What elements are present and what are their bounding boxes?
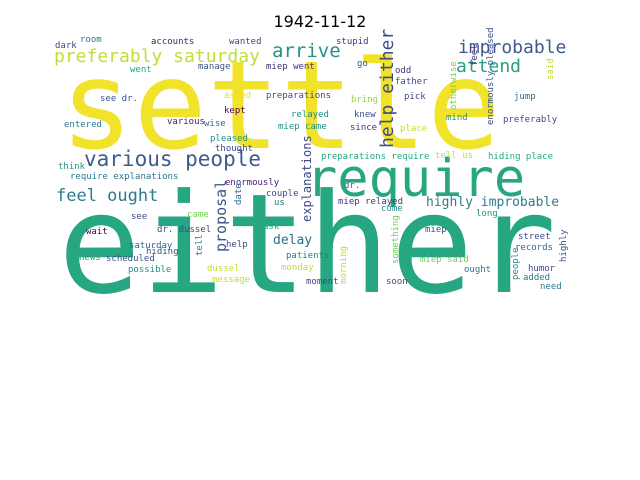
cloud-word: possible bbox=[128, 265, 171, 275]
cloud-word: pleased bbox=[210, 134, 248, 144]
cloud-word: place bbox=[400, 124, 427, 134]
cloud-word: saturday bbox=[129, 241, 173, 251]
cloud-word: dussel bbox=[207, 264, 240, 274]
cloud-word: patients bbox=[286, 251, 329, 261]
cloud-word: kept bbox=[224, 106, 246, 116]
cloud-word: enormously pleased bbox=[486, 27, 496, 125]
cloud-word: miep came bbox=[278, 122, 327, 132]
cloud-word: date bbox=[234, 183, 244, 205]
cloud-word: highly bbox=[559, 229, 569, 262]
cloud-word: highly improbable bbox=[426, 195, 559, 210]
cloud-word: long bbox=[476, 209, 498, 219]
cloud-word: moment bbox=[306, 277, 339, 287]
cloud-word: records bbox=[515, 243, 553, 253]
cloud-word: proposal bbox=[212, 180, 230, 252]
cloud-word: miep said bbox=[420, 255, 469, 265]
cloud-word: explanations bbox=[300, 135, 314, 222]
cloud-word: asked bbox=[224, 91, 251, 101]
cloud-word: came bbox=[187, 210, 209, 220]
cloud-word: stupid bbox=[336, 37, 369, 47]
cloud-word: morning bbox=[339, 246, 349, 284]
cloud-word: bring bbox=[351, 95, 378, 105]
cloud-word: various bbox=[167, 117, 205, 127]
cloud-word: something bbox=[391, 215, 401, 264]
cloud-word: accounts bbox=[151, 37, 194, 47]
cloud-word: jump bbox=[514, 92, 536, 102]
cloud-word: miep relayed bbox=[338, 197, 403, 207]
cloud-word: dark bbox=[55, 41, 77, 51]
cloud-word: added bbox=[523, 273, 550, 283]
cloud-word: entered bbox=[64, 120, 102, 130]
cloud-word: wait bbox=[86, 227, 108, 237]
cloud-word: message bbox=[212, 275, 250, 285]
cloud-word: go bbox=[357, 59, 368, 69]
cloud-word: pick bbox=[404, 92, 426, 102]
cloud-word: manage bbox=[198, 62, 231, 72]
cloud-word: feel ought bbox=[56, 186, 158, 206]
cloud-word: dr. dussel bbox=[157, 225, 211, 235]
cloud-word: help either bbox=[377, 29, 398, 148]
cloud-word: see bbox=[131, 212, 147, 222]
cloud-word: require bbox=[306, 149, 525, 209]
cloud-word: preparations bbox=[266, 91, 331, 101]
cloud-word: dr. bbox=[344, 181, 360, 191]
cloud-word: soon bbox=[386, 277, 408, 287]
cloud-word: us bbox=[274, 198, 285, 208]
cloud-word: arrive bbox=[272, 40, 341, 62]
cloud-word: improbable bbox=[458, 37, 566, 58]
cloud-word: help bbox=[226, 240, 248, 250]
cloud-word: knew bbox=[354, 110, 376, 120]
cloud-word: either bbox=[58, 164, 557, 325]
cloud-word: father bbox=[395, 77, 428, 87]
cloud-word: come bbox=[381, 204, 403, 214]
cloud-word: scheduled bbox=[106, 254, 155, 264]
cloud-word: wise bbox=[204, 119, 226, 129]
cloud-word: enormously bbox=[225, 178, 280, 188]
cloud-word: went bbox=[130, 65, 152, 75]
cloud-word: ought bbox=[464, 265, 491, 275]
cloud-word: hiding bbox=[146, 247, 179, 257]
cloud-word: preparations require bbox=[321, 152, 429, 162]
cloud-word: thought bbox=[215, 144, 253, 154]
cloud-word: miep went bbox=[266, 62, 315, 72]
cloud-word: mind bbox=[446, 113, 468, 123]
cloud-word: ask bbox=[263, 222, 280, 232]
cloud-word: think bbox=[58, 162, 86, 172]
cloud-word: tell bbox=[195, 234, 205, 256]
cloud-word: wanted bbox=[229, 37, 262, 47]
figure-title: 1942-11-12 bbox=[273, 12, 367, 31]
cloud-word: see dr. bbox=[100, 94, 138, 104]
cloud-word: room bbox=[80, 35, 102, 45]
cloud-word: delay bbox=[273, 233, 312, 248]
cloud-word: preferably saturday bbox=[54, 46, 260, 67]
cloud-word: preferably bbox=[503, 115, 558, 125]
cloud-word: various people bbox=[84, 147, 261, 171]
cloud-word: hiding place bbox=[488, 152, 553, 162]
cloud-word: couple bbox=[266, 189, 299, 199]
cloud-word: monday bbox=[281, 263, 314, 273]
cloud-word: otherwise bbox=[449, 61, 459, 110]
cloud-word: attend bbox=[456, 56, 521, 77]
cloud-word: miep bbox=[425, 225, 447, 235]
cloud-word: news bbox=[79, 253, 101, 263]
cloud-word: relayed bbox=[291, 110, 329, 120]
cloud-word: people bbox=[511, 247, 521, 280]
cloud-word: need bbox=[540, 282, 562, 292]
cloud-word: odd bbox=[395, 66, 411, 76]
cloud-word: since bbox=[350, 123, 377, 133]
cloud-word: settle bbox=[60, 35, 501, 177]
cloud-word: require explanations bbox=[70, 172, 178, 182]
cloud-word: humor bbox=[528, 264, 556, 274]
cloud-word: feel bbox=[470, 44, 480, 66]
cloud-word: street bbox=[518, 232, 551, 242]
cloud-word: said bbox=[546, 58, 556, 80]
cloud-word: tell us bbox=[435, 151, 473, 161]
